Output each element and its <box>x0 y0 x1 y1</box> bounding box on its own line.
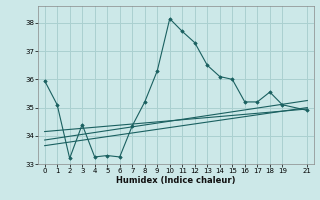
X-axis label: Humidex (Indice chaleur): Humidex (Indice chaleur) <box>116 176 236 185</box>
